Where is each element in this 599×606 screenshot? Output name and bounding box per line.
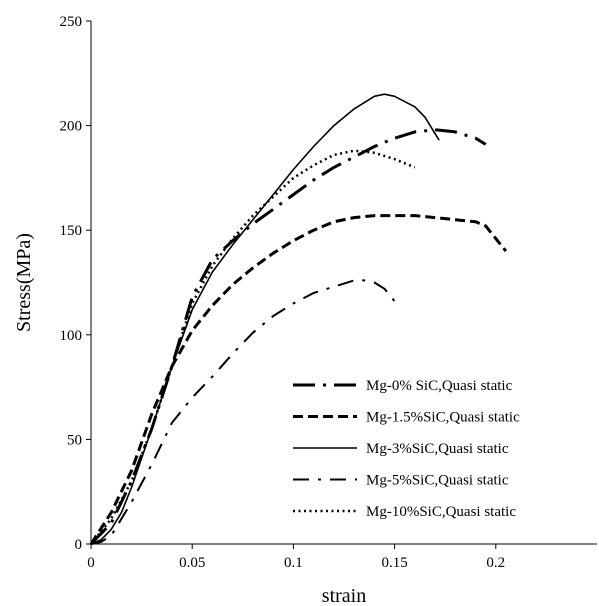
legend-label: Mg-10%SiC,Quasi static — [366, 504, 516, 520]
x-tick-label: 0 — [87, 555, 95, 571]
legend-label: Mg-5%SiC,Quasi static — [366, 473, 509, 489]
y-tick-label: 0 — [75, 537, 83, 553]
x-tick-label: 0.2 — [486, 555, 505, 571]
y-tick-label: 100 — [60, 328, 83, 344]
y-tick-label: 250 — [60, 14, 83, 30]
x-tick-label: 0.1 — [284, 555, 303, 571]
series-line-3 — [90, 93, 440, 545]
legend-label: Mg-1.5%SiC,Quasi static — [366, 410, 520, 426]
series-line-5 — [90, 149, 416, 545]
series-line-2 — [89, 214, 508, 545]
x-tick-label: 0.05 — [179, 555, 205, 571]
y-tick-label: 150 — [60, 223, 83, 239]
legend-label: Mg-3%SiC,Quasi static — [366, 441, 509, 457]
legend-label: Mg-0% SiC,Quasi static — [366, 378, 513, 394]
y-tick-label: 50 — [67, 432, 82, 448]
x-tick-label: 0.15 — [381, 555, 407, 571]
y-axis-ticks: 0 50 100 150 200 250 — [60, 14, 91, 553]
series-lines — [89, 93, 508, 546]
x-axis-ticks: 0 0.05 0.1 0.15 0.2 — [87, 544, 505, 571]
y-axis-title: Stress(MPa) — [13, 233, 35, 332]
series-line-4 — [90, 279, 396, 545]
x-axis-title: strain — [322, 585, 366, 606]
legend: Mg-0% SiC,Quasi static Mg-1.5%SiC,Quasi s… — [293, 378, 520, 520]
y-tick-label: 200 — [60, 119, 83, 135]
